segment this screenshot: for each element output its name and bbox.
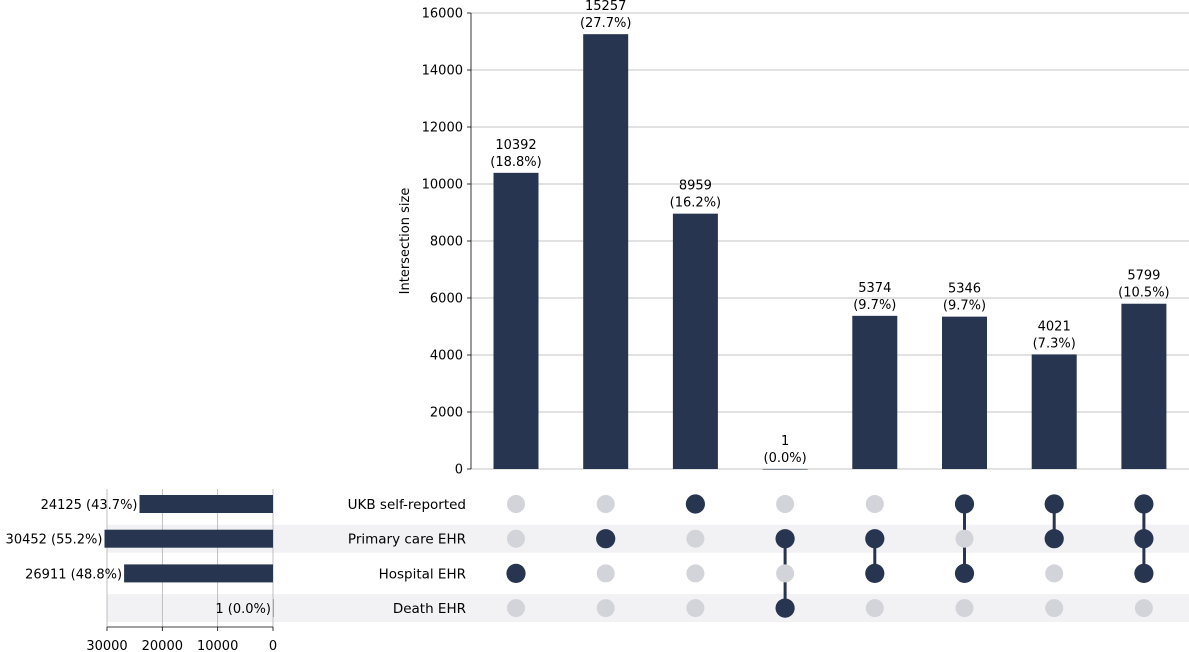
intersection-y-axis: 0 2000 4000 6000 8000 10000 12000 14000 16000 (422, 7, 472, 478)
matrix-dot-active (596, 529, 616, 549)
intersection-percent-label: (18.8%) (490, 155, 541, 170)
set-name-labels: UKB self-reported Primary care EHR Hospita… (348, 497, 466, 617)
matrix-dot-inactive (955, 599, 974, 618)
intersection-count-label: 10392 (495, 138, 536, 153)
intersection-count-label: 15257 (585, 0, 626, 14)
matrix-dot-active (775, 598, 795, 618)
intersection-bar (493, 172, 539, 469)
set-size-label: 24125 (43.7%) (41, 498, 138, 513)
y-tick-label: 10000 (422, 178, 463, 193)
matrix-dot-inactive (1045, 599, 1064, 618)
y-tick-label: 14000 (422, 64, 463, 79)
intersection-percent-label: (0.0%) (764, 451, 807, 466)
matrix-row-stripe (107, 524, 1189, 553)
matrix-dot-active (1134, 563, 1154, 584)
intersection-bar (1031, 354, 1077, 469)
intersection-count-label: 5374 (858, 281, 891, 296)
set-size-bar (124, 564, 273, 583)
matrix-dot-active (954, 494, 975, 514)
matrix-dot-inactive (955, 529, 974, 548)
matrix-dots (506, 494, 1154, 618)
intersection-bar-labels: 10392 (18.8%) 15257 (27.7%) 8959 (16.2%) 1 (0.0… (490, 0, 1169, 466)
matrix-dot-inactive (686, 529, 705, 548)
intersection-percent-label: (7.3%) (1033, 336, 1076, 351)
matrix-dot-inactive (1045, 564, 1064, 583)
matrix-dot-inactive (507, 529, 525, 548)
matrix-row-stripe (107, 594, 1189, 623)
set-size-label: 26911 (48.8%) (25, 567, 122, 582)
matrix-dot-inactive (776, 564, 795, 583)
set-name-label: Hospital EHR (379, 566, 466, 582)
set-size-label: 1 (0.0%) (215, 602, 271, 617)
set-size-bar (104, 529, 273, 548)
matrix-dot-inactive (686, 564, 705, 583)
matrix-row-stripes (107, 524, 1189, 623)
matrix-dot-inactive (596, 599, 615, 618)
matrix-dot-inactive (865, 495, 884, 513)
intersection-count-label: 5799 (1127, 269, 1160, 284)
matrix-dot-inactive (1134, 599, 1153, 618)
y-tick-label: 8000 (430, 235, 463, 250)
matrix-dot-active (1134, 494, 1154, 514)
matrix-dot-inactive (596, 564, 615, 583)
matrix-dot-inactive (507, 495, 525, 513)
set-name-label: Death EHR (393, 601, 466, 617)
y-tick-label: 6000 (430, 292, 463, 307)
set-name-label: Primary care EHR (348, 532, 466, 548)
intersection-bar (583, 34, 629, 469)
set-size-bar (139, 495, 273, 513)
intersection-count-label: 5346 (948, 282, 981, 297)
matrix-dot-active (1044, 529, 1064, 549)
y-tick-label: 12000 (422, 121, 463, 136)
intersection-axis-title: Intersection size (398, 188, 413, 295)
y-tick-label: 0 (455, 463, 463, 478)
set-size-tick-label: 10000 (197, 639, 238, 652)
matrix-dot-active (865, 529, 885, 549)
matrix-dot-active (506, 563, 526, 584)
set-size-x-axis: 30000 20000 10000 0 (86, 626, 277, 652)
intersection-count-label: 4021 (1038, 319, 1071, 334)
matrix-dot-inactive (865, 599, 884, 618)
set-size-tick-label: 0 (269, 639, 277, 652)
intersection-bars (493, 34, 1167, 470)
set-size-labels: 24125 (43.7%) 30452 (55.2%) 26911 (48.8%) 1… (6, 498, 271, 617)
set-name-label: UKB self-reported (348, 497, 466, 513)
intersection-bar (762, 468, 808, 470)
set-size-label: 30452 (55.2%) (6, 533, 103, 548)
matrix-dot-inactive (776, 495, 795, 513)
matrix-dot-active (775, 529, 795, 549)
matrix-dot-inactive (507, 599, 525, 618)
y-tick-label: 4000 (430, 349, 463, 364)
intersection-count-label: 8959 (679, 179, 712, 194)
intersection-bar (942, 316, 987, 469)
matrix-dot-active (1134, 529, 1154, 549)
intersection-bar (1121, 303, 1167, 469)
set-size-tick-label: 20000 (142, 639, 183, 652)
intersection-percent-label: (16.2%) (670, 196, 721, 211)
intersection-percent-label: (9.7%) (853, 298, 896, 313)
set-size-bars (104, 495, 274, 618)
matrix-dot-inactive (686, 599, 705, 618)
matrix-connector-lines (783, 504, 1146, 609)
intersection-percent-label: (9.7%) (943, 299, 986, 314)
y-tick-label: 2000 (430, 406, 463, 421)
intersection-bar (672, 213, 718, 469)
matrix-dot-inactive (596, 495, 615, 513)
intersection-gridlines (471, 12, 1189, 470)
set-size-tick-label: 30000 (86, 639, 127, 652)
matrix-dot-active (1044, 494, 1064, 514)
matrix-dot-active (685, 494, 706, 514)
intersection-percent-label: (27.7%) (580, 16, 631, 31)
intersection-bar (852, 315, 898, 469)
intersection-percent-label: (10.5%) (1118, 286, 1169, 301)
matrix-dot-active (865, 563, 885, 584)
y-tick-label: 16000 (422, 7, 463, 22)
intersection-count-label: 1 (781, 434, 789, 449)
matrix-dot-active (954, 563, 975, 584)
